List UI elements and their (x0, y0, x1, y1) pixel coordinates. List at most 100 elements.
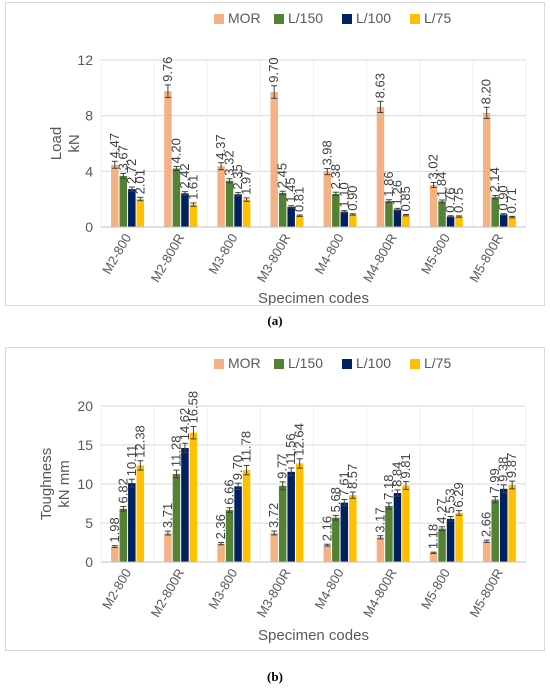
bar-l-100 (393, 493, 402, 562)
data-label: 10.11 (124, 445, 139, 477)
data-label: 4.27 (434, 498, 449, 523)
legend-label: MOR (228, 10, 261, 26)
data-label: 8.57 (345, 464, 360, 489)
data-label: 6.82 (115, 478, 130, 503)
bar-l-150 (438, 201, 446, 227)
data-label: 11.56 (283, 433, 298, 465)
x-axis-title: Specimen codes (258, 627, 369, 644)
category-label: M2-800 (99, 566, 134, 612)
bar-l-100 (287, 206, 295, 227)
bar-l-150 (332, 517, 340, 562)
data-label: 9.81 (398, 453, 413, 478)
data-label: 1.45 (283, 177, 298, 202)
y-tick-label: 4 (85, 163, 93, 179)
data-label: 2.36 (213, 514, 228, 539)
category-label: M5-800R (466, 566, 506, 620)
bar-l-75 (189, 432, 198, 562)
legend-swatch (214, 359, 224, 369)
data-label: 0.90 (345, 185, 360, 210)
bar-l-100 (446, 518, 455, 562)
legend-label: L/75 (424, 355, 451, 371)
y-tick-label: 10 (77, 476, 93, 492)
data-label: 9.87 (504, 453, 519, 478)
bar-l-75 (295, 215, 304, 227)
data-label: 2.38 (328, 164, 343, 189)
plot-group: 048124.473.672.722.01M2-8009.764.202.421… (48, 10, 527, 305)
data-label: 3.71 (160, 503, 175, 528)
bar-l-150 (172, 474, 181, 562)
data-label: 6.29 (451, 482, 466, 507)
bar-l-75 (402, 215, 410, 227)
category-label: M5-800 (418, 231, 453, 277)
bar-l-100 (234, 194, 242, 227)
chart-panel-toughness: 0 5 10 15 20 1.98 6.82 10.11 12.38 M2-800 3.71 11.2… (5, 347, 545, 651)
bar-l-150 (491, 499, 499, 562)
bar-l-75 (295, 463, 304, 562)
category-label: M3-800 (205, 566, 240, 612)
legend-swatch (274, 359, 284, 369)
bar-mor (482, 541, 491, 562)
bar-l-150 (119, 508, 128, 562)
y-tick-label: 8 (85, 108, 93, 124)
bar-mor (429, 552, 438, 562)
data-label: 6.66 (222, 479, 237, 504)
category-label: M3-800R (254, 231, 294, 285)
bar-mor (111, 164, 119, 227)
bar-l-100 (446, 216, 455, 227)
caption-a: (a) (267, 313, 283, 328)
data-label: 4.47 (107, 133, 122, 158)
y-axis-title: kN (66, 134, 83, 152)
data-label: 2.72 (124, 159, 139, 184)
data-label: 0.90 (496, 185, 511, 210)
category-label: M5-800R (466, 231, 506, 285)
data-label: 8.20 (479, 79, 494, 104)
data-label: 3.32 (222, 150, 237, 175)
bar-mor (323, 171, 332, 227)
bar-l-150 (438, 528, 446, 562)
data-label: 3.98 (319, 140, 334, 165)
data-label: 0.85 (398, 186, 413, 211)
bar-l-150 (278, 192, 287, 227)
legend-swatch (274, 14, 284, 24)
category-label: M4-800 (312, 566, 347, 612)
bar-mor (164, 533, 172, 562)
bar-mor (482, 112, 491, 227)
bar-l-75 (136, 199, 145, 227)
data-label: 4.37 (213, 134, 228, 159)
x-axis-title: Specimen codes (258, 290, 369, 305)
category-label: M2-800R (148, 231, 188, 285)
chart-panel-load: 0 4 8 12 4.47 3.67 2.72 2.01 M2-800 9.76 4.20 2.42 1… (5, 2, 545, 306)
data-label: 3.17 (372, 507, 387, 532)
legend: MOR L/150 L/100 L/75 (214, 10, 451, 26)
y-axis-title: Toughness (38, 448, 55, 521)
bar-l-75 (136, 465, 145, 562)
data-label: 9.76 (160, 57, 175, 82)
category-label: M2-800 (99, 231, 134, 277)
data-label: 2.42 (177, 163, 192, 188)
legend-label: MOR (228, 355, 261, 371)
bar-mor (376, 106, 385, 227)
data-label: 1.97 (239, 170, 254, 195)
data-label: 3.72 (266, 503, 281, 528)
bar-mor (323, 545, 332, 562)
category-label: M5-800 (418, 566, 453, 612)
bar-l-100 (393, 209, 402, 227)
bar-l-100 (340, 211, 349, 227)
bar-l-75 (455, 216, 463, 227)
data-label: 0.81 (292, 187, 307, 212)
bar-l-100 (499, 214, 508, 227)
bar-l-100 (340, 502, 349, 562)
category-label: M4-800 (312, 231, 347, 277)
data-label: 9.70 (266, 57, 281, 82)
caption-b: (b) (267, 669, 283, 684)
data-label: 3.02 (426, 154, 441, 179)
legend-label: L/100 (356, 10, 391, 26)
data-label: 12.38 (132, 425, 147, 458)
y-tick-label: 0 (85, 219, 93, 235)
legend-swatch (342, 359, 352, 369)
data-label: 2.16 (319, 516, 334, 541)
data-label: 16.58 (185, 391, 200, 424)
bar-l-150 (332, 193, 340, 227)
